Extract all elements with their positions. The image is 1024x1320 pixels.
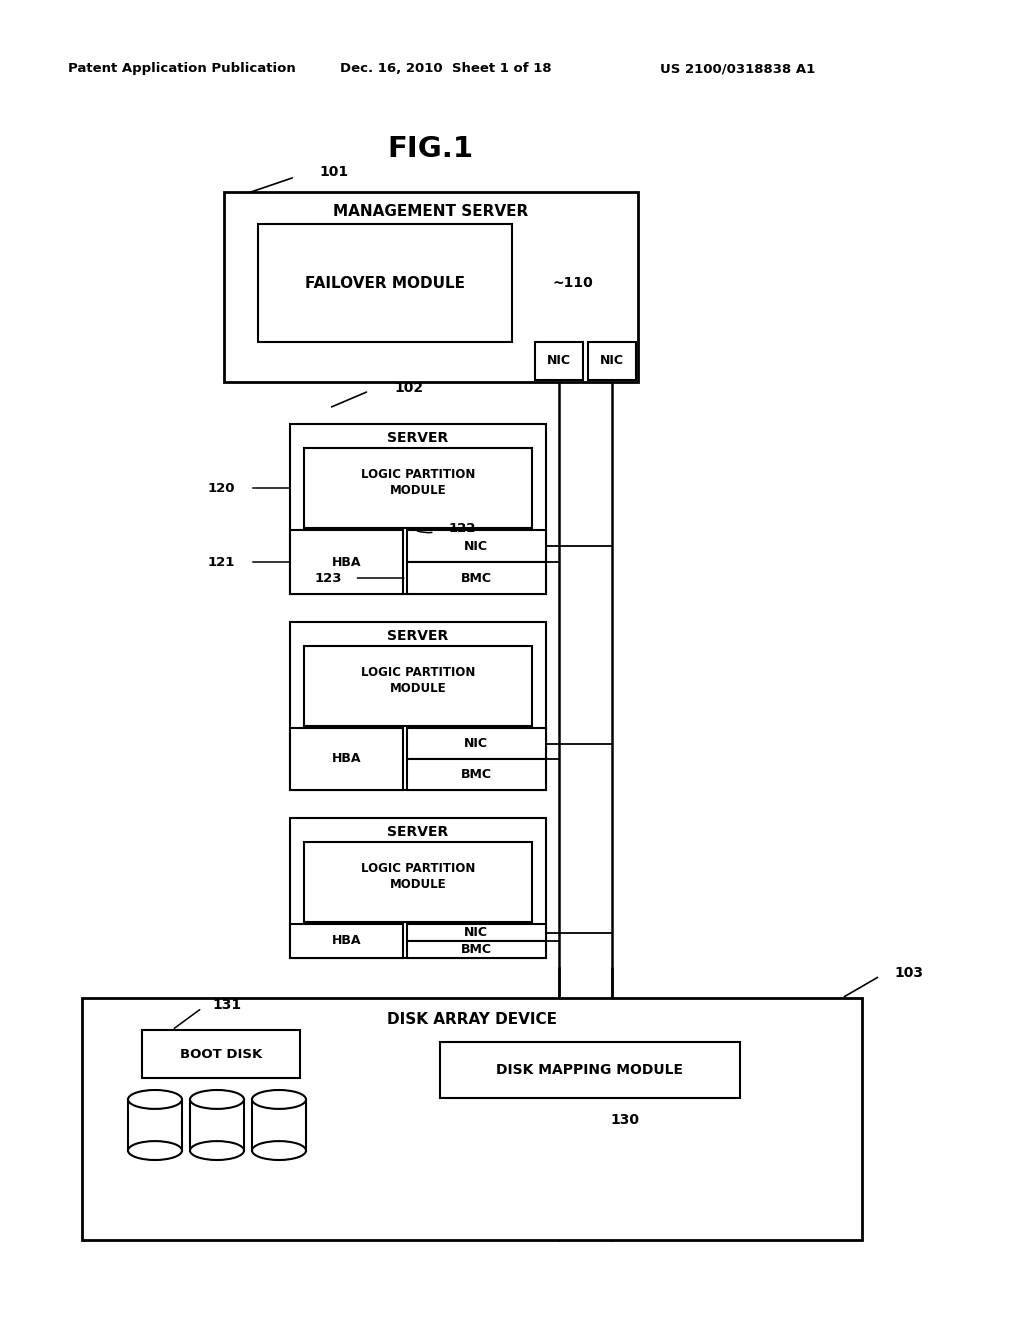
- Text: SERVER: SERVER: [387, 432, 449, 445]
- Ellipse shape: [252, 1090, 306, 1109]
- Bar: [258, 224, 512, 342]
- Text: BOOT DISK: BOOT DISK: [180, 1048, 262, 1060]
- Text: HBA: HBA: [332, 752, 361, 766]
- Text: BMC: BMC: [461, 942, 492, 956]
- Text: LOGIC PARTITION: LOGIC PARTITION: [360, 665, 475, 678]
- Text: 120: 120: [208, 482, 234, 495]
- Text: SERVER: SERVER: [387, 630, 449, 643]
- Text: BMC: BMC: [461, 768, 492, 781]
- Text: SERVER: SERVER: [387, 825, 449, 840]
- Bar: [82, 998, 862, 1239]
- Ellipse shape: [128, 1090, 182, 1109]
- Bar: [142, 1030, 300, 1078]
- Text: FIG.1: FIG.1: [387, 135, 473, 162]
- Text: NIC: NIC: [464, 540, 488, 553]
- Bar: [407, 562, 546, 594]
- Text: MODULE: MODULE: [390, 878, 446, 891]
- Text: DISK MAPPING MODULE: DISK MAPPING MODULE: [497, 1063, 683, 1077]
- Bar: [407, 531, 546, 562]
- Bar: [290, 729, 402, 789]
- Text: 102: 102: [394, 381, 423, 395]
- Bar: [535, 342, 583, 380]
- Text: DISK ARRAY DEVICE: DISK ARRAY DEVICE: [387, 1012, 557, 1027]
- Ellipse shape: [190, 1140, 244, 1160]
- Text: LOGIC PARTITION: LOGIC PARTITION: [360, 862, 475, 874]
- Bar: [588, 342, 636, 380]
- Text: HBA: HBA: [332, 935, 361, 948]
- Text: NIC: NIC: [547, 355, 571, 367]
- Ellipse shape: [190, 1090, 244, 1109]
- Text: Dec. 16, 2010  Sheet 1 of 18: Dec. 16, 2010 Sheet 1 of 18: [340, 62, 552, 75]
- Bar: [407, 941, 546, 958]
- Bar: [290, 531, 402, 594]
- Text: US 2100/0318838 A1: US 2100/0318838 A1: [660, 62, 815, 75]
- Text: 123: 123: [314, 572, 342, 585]
- Text: 103: 103: [894, 966, 923, 979]
- Text: 121: 121: [208, 556, 234, 569]
- Text: LOGIC PARTITION: LOGIC PARTITION: [360, 467, 475, 480]
- Bar: [190, 1090, 244, 1151]
- Bar: [224, 191, 638, 381]
- Bar: [290, 818, 546, 958]
- Text: 101: 101: [319, 165, 348, 180]
- Bar: [304, 645, 532, 726]
- Text: BMC: BMC: [461, 572, 492, 585]
- Bar: [304, 842, 532, 921]
- Text: 131: 131: [212, 998, 241, 1012]
- Text: 122: 122: [449, 523, 476, 536]
- Bar: [407, 759, 546, 789]
- Text: FAILOVER MODULE: FAILOVER MODULE: [305, 276, 465, 290]
- Text: MANAGEMENT SERVER: MANAGEMENT SERVER: [334, 205, 528, 219]
- Bar: [407, 924, 546, 941]
- Text: HBA: HBA: [332, 556, 361, 569]
- Bar: [407, 729, 546, 759]
- Ellipse shape: [252, 1140, 306, 1160]
- Text: ~110: ~110: [552, 276, 593, 290]
- Bar: [290, 424, 546, 594]
- Bar: [290, 622, 546, 789]
- Text: Patent Application Publication: Patent Application Publication: [68, 62, 296, 75]
- Text: NIC: NIC: [464, 737, 488, 750]
- Text: NIC: NIC: [464, 927, 488, 939]
- Bar: [440, 1041, 740, 1098]
- Bar: [128, 1090, 182, 1151]
- Text: NIC: NIC: [600, 355, 624, 367]
- Bar: [252, 1090, 306, 1151]
- Text: MODULE: MODULE: [390, 681, 446, 694]
- Ellipse shape: [128, 1140, 182, 1160]
- Bar: [290, 924, 402, 958]
- Text: 130: 130: [610, 1113, 639, 1127]
- Text: MODULE: MODULE: [390, 483, 446, 496]
- Bar: [304, 447, 532, 528]
